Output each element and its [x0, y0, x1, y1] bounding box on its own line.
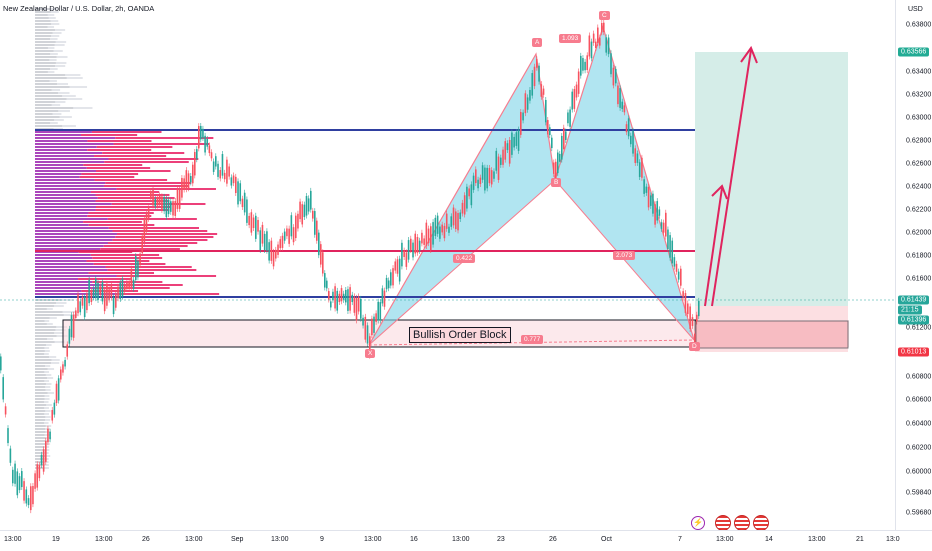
chart-title: New Zealand Dollar / U.S. Dollar, 2h, OA… [3, 4, 155, 13]
ratio-ab-label: 0.422 [453, 254, 476, 263]
harmonic-xab [369, 54, 555, 345]
volume-profile [35, 8, 220, 469]
price-tick: 0.63000 [906, 114, 932, 122]
ratio-bc-label: 1.093 [559, 34, 582, 43]
time-tick: 13:00 [364, 536, 382, 543]
time-tick: 13:00 [716, 536, 734, 543]
point-d-label: D [689, 342, 700, 351]
price-tick: 0.62800 [906, 137, 932, 145]
candlesticks [0, 19, 700, 514]
point-x-label: X [365, 349, 376, 358]
price-tick: 0.62000 [906, 229, 932, 237]
stop-price-badge: 0.61013 [898, 347, 930, 357]
projection-arrows [704, 45, 758, 307]
time-tick: 13:0 [886, 536, 900, 543]
time-tick: 9 [320, 536, 324, 543]
time-tick: 26 [142, 536, 150, 543]
currency-label: USD [908, 6, 923, 13]
price-tick: 0.62600 [906, 160, 932, 168]
price-tick: 0.60400 [906, 420, 932, 428]
price-tick: 0.62200 [906, 206, 932, 214]
time-tick: 13:00 [95, 536, 113, 543]
target-price-badge: 0.63566 [898, 47, 930, 57]
time-tick: 16 [410, 536, 418, 543]
price-tick: 0.60000 [906, 468, 932, 476]
chart-area[interactable]: New Zealand Dollar / U.S. Dollar, 2h, OA… [0, 0, 895, 530]
time-axis[interactable]: 13:00 19 13:00 26 13:00 Sep 13:00 9 13:00 16 13:00… [0, 530, 932, 551]
harmonic-bcd [555, 27, 694, 340]
price-tick: 0.63800 [906, 21, 932, 29]
last-price-badge: 0.61439 [898, 295, 930, 305]
time-tick: 13:00 [271, 536, 289, 543]
price-tick: 0.60600 [906, 396, 932, 404]
current-price-badge: 0.61396 [898, 315, 930, 325]
target-zone [695, 52, 848, 306]
price-axis[interactable]: USD 0.63800 0.63400 0.63200 0.63000 0.62800 0… [895, 0, 932, 530]
time-tick: 13:00 [185, 536, 203, 543]
time-tick: 26 [549, 536, 557, 543]
us-flag-icon[interactable] [715, 515, 731, 530]
time-tick: Sep [231, 536, 244, 543]
time-tick: 23 [497, 536, 505, 543]
price-tick: 0.63200 [906, 91, 932, 99]
time-tick: 19 [52, 536, 60, 543]
harmonic-bd [554, 179, 695, 341]
price-tick: 0.63400 [906, 68, 932, 76]
price-tick: 0.60200 [906, 444, 932, 452]
order-block-right-box [694, 320, 849, 349]
countdown-badge: 21:15 [898, 305, 922, 315]
price-tick: 0.61600 [906, 275, 932, 283]
price-tick: 0.59840 [906, 489, 932, 497]
point-c-label: C [599, 11, 610, 20]
time-tick: 13:00 [452, 536, 470, 543]
time-tick: 13:00 [808, 536, 826, 543]
order-block-label[interactable]: Bullish Order Block [409, 327, 511, 343]
us-flag-icon[interactable] [734, 515, 750, 530]
time-tick: Oct [601, 536, 612, 543]
price-chart[interactable] [0, 0, 895, 530]
time-tick: 21 [856, 536, 864, 543]
price-tick: 0.62400 [906, 183, 932, 191]
time-tick: 14 [765, 536, 773, 543]
point-b-label: B [551, 178, 562, 187]
point-a-label: A [532, 38, 543, 47]
price-tick: 0.60800 [906, 373, 932, 381]
ratio-cd-label: 2.073 [613, 251, 636, 260]
us-flag-icon[interactable] [753, 515, 769, 530]
price-tick: 0.61800 [906, 252, 932, 260]
price-tick: 0.59680 [906, 509, 932, 517]
time-tick: 7 [678, 536, 682, 543]
ratio-xd-label: 0.777 [521, 335, 544, 344]
price-tick: 0.61200 [906, 324, 932, 332]
lightning-icon[interactable]: ⚡ [691, 516, 705, 530]
time-tick: 13:00 [4, 536, 22, 543]
